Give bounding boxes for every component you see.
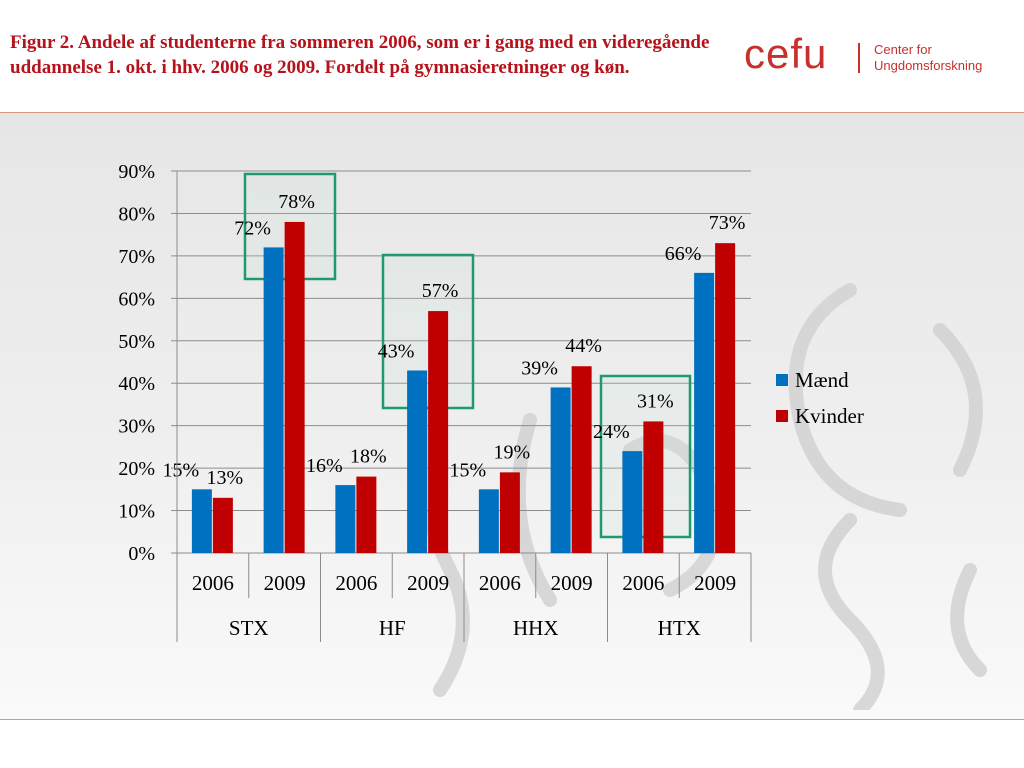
data-label-kvinder: 19% — [494, 441, 531, 463]
bar-kvinder — [643, 421, 664, 553]
x-group-label: HTX — [658, 616, 701, 640]
bar-kvinder — [715, 243, 736, 553]
figure-title: Figur 2. Andele af studenterne fra somme… — [10, 32, 710, 78]
bar-kvinder — [428, 311, 449, 553]
data-labels: 15% 13% 72% 78% 16% 18% 43% 57% 15% 19% 39% 44% 24% 3… — [163, 191, 746, 489]
x-tick-label: 2006 — [479, 571, 521, 595]
x-group-label: HF — [379, 616, 406, 640]
data-label-kvinder: 57% — [422, 280, 459, 302]
data-label-maend: 39% — [521, 357, 558, 379]
logo-line-1: Center for — [874, 42, 932, 57]
x-tick-label: 2006 — [622, 571, 664, 595]
y-tick-label: 80% — [118, 203, 155, 225]
logo-wordmark: cefu — [744, 30, 828, 77]
y-tick-label: 30% — [118, 416, 155, 438]
y-tick-label: 90% — [118, 161, 155, 183]
x-tick-label: 2006 — [335, 571, 377, 595]
bar-maend — [335, 485, 356, 553]
data-label-maend: 72% — [234, 217, 271, 239]
bar-kvinder — [571, 366, 592, 553]
x-group-label: STX — [229, 616, 269, 640]
bar-kvinder — [284, 221, 305, 553]
y-tick-label: 50% — [118, 331, 155, 353]
bar-maend — [694, 272, 715, 553]
data-label-maend: 15% — [163, 459, 200, 481]
logo-subtitle: Center for Ungdomsforskning — [874, 42, 982, 74]
y-tick-label: 70% — [118, 246, 155, 268]
header-divider — [0, 112, 1024, 113]
y-tick-label: 20% — [118, 458, 155, 480]
y-tick-label: 60% — [118, 288, 155, 310]
data-label-kvinder: 31% — [637, 390, 674, 412]
y-tick-label: 40% — [118, 373, 155, 395]
bar-maend — [191, 489, 212, 553]
bar-maend — [478, 489, 499, 553]
data-label-kvinder: 73% — [709, 212, 746, 234]
bar-maend — [263, 247, 284, 553]
bar-kvinder — [212, 497, 233, 553]
x-group-label: HHX — [513, 616, 559, 640]
cefu-logo: cefu Center for Ungdomsforskning — [744, 30, 1014, 80]
y-tick-label: 10% — [118, 501, 155, 523]
data-label-maend: 15% — [450, 459, 487, 481]
x-axis: 2006 2009 2006 2009 2006 2009 2006 2009 STX HF HHX… — [176, 553, 752, 642]
legend-label: Kvinder — [795, 404, 864, 428]
bar-kvinder — [499, 472, 520, 553]
x-tick-label: 2009 — [694, 571, 736, 595]
x-tick-label: 2009 — [264, 571, 306, 595]
x-tick-label: 2006 — [192, 571, 234, 595]
data-label-maend: 66% — [665, 243, 702, 265]
logo-line-2: Ungdomsforskning — [874, 58, 983, 73]
bars — [191, 221, 736, 553]
highlight-box — [381, 253, 475, 410]
data-label-maend: 43% — [378, 340, 415, 362]
y-axis: 0% 10% 20% 30% 40% 50% 60% 70% 80% 90% — [118, 161, 178, 565]
data-label-kvinder: 44% — [565, 335, 602, 357]
logo-separator — [858, 43, 860, 73]
bar-maend — [622, 451, 643, 553]
data-label-maend: 24% — [593, 421, 630, 443]
x-tick-label: 2009 — [551, 571, 593, 595]
bar-maend — [550, 387, 571, 553]
y-tick-label: 0% — [128, 543, 155, 565]
data-label-kvinder: 78% — [278, 191, 315, 213]
data-label-kvinder: 13% — [207, 467, 244, 489]
legend-swatch — [776, 374, 788, 386]
legend-label: Mænd — [795, 368, 849, 392]
footer-divider — [0, 719, 1024, 720]
data-label-kvinder: 18% — [350, 446, 387, 468]
data-label-maend: 16% — [306, 455, 343, 477]
bar-maend — [407, 370, 428, 553]
x-tick-label: 2009 — [407, 571, 449, 595]
bar-kvinder — [356, 476, 377, 553]
legend: Mænd Kvinder — [776, 368, 864, 428]
legend-swatch — [776, 410, 788, 422]
